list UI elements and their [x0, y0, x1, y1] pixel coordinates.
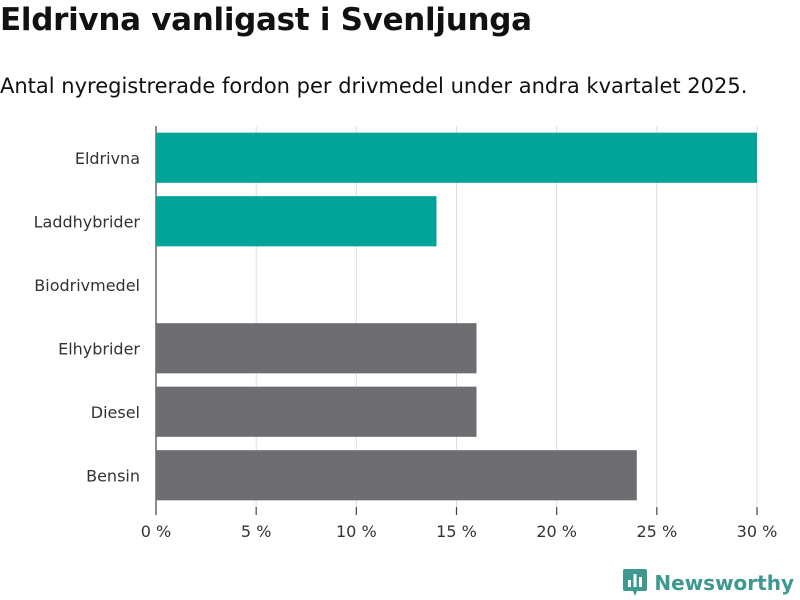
- logo-text: Newsworthy: [654, 571, 794, 595]
- bar-eldrivna: [156, 132, 757, 183]
- category-label: Diesel: [91, 403, 140, 422]
- bar-elhybrider: [156, 323, 477, 374]
- bar-laddhybrider: [156, 196, 437, 247]
- x-tick-label: 25 %: [637, 522, 678, 541]
- category-label: Elhybrider: [58, 339, 140, 358]
- chart-subtitle: Antal nyregistrerade fordon per drivmede…: [0, 74, 748, 98]
- chart-title: Eldrivna vanligast i Svenljunga: [0, 2, 532, 38]
- x-tick-label: 5 %: [241, 522, 271, 541]
- category-label: Bensin: [86, 466, 140, 485]
- x-tick-label: 10 %: [336, 522, 377, 541]
- category-label: Laddhybrider: [34, 212, 141, 231]
- category-label: Eldrivna: [75, 149, 140, 168]
- category-label: Biodrivmedel: [34, 276, 140, 295]
- bar-chart-icon: [623, 569, 648, 596]
- newsworthy-logo: Newsworthy: [623, 568, 794, 598]
- bar-bensin: [156, 450, 637, 501]
- x-tick-label: 30 %: [737, 522, 778, 541]
- x-tick-label: 15 %: [436, 522, 477, 541]
- x-tick-label: 20 %: [536, 522, 577, 541]
- x-tick-label: 0 %: [141, 522, 171, 541]
- bar-diesel: [156, 386, 477, 437]
